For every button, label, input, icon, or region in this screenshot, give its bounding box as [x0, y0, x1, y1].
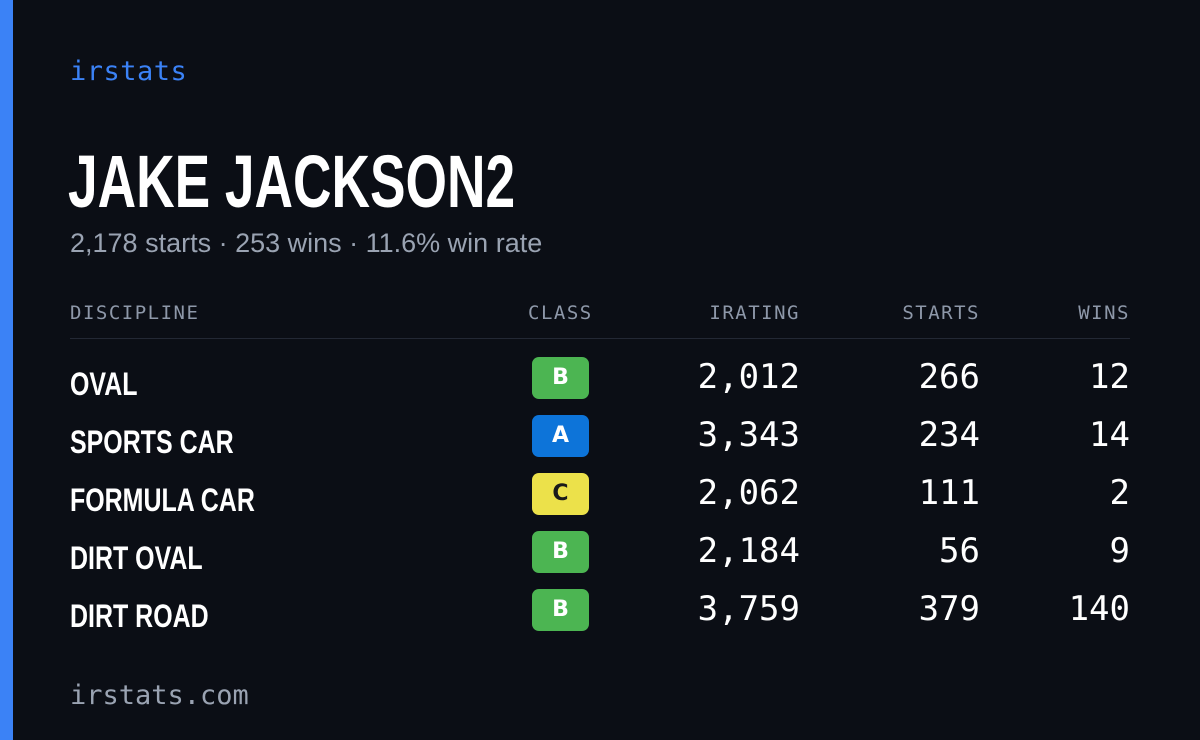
class-badge: B [532, 531, 589, 573]
brand-logo: irstats [70, 56, 188, 87]
irating-value: 3,759 [697, 589, 800, 629]
table-row: SPORTS CAR A 3,343 234 14 [70, 412, 1130, 470]
discipline-name: FORMULA CAR [70, 482, 255, 518]
table-row: DIRT OVAL B 2,184 56 9 [70, 528, 1130, 586]
irating-value: 2,062 [697, 473, 800, 513]
header-irating: IRATING [709, 302, 800, 324]
table-header: DISCIPLINE CLASS IRATING STARTS WINS [70, 300, 1130, 339]
irating-value: 3,343 [697, 415, 800, 455]
header-discipline: DISCIPLINE [70, 302, 200, 324]
starts-value: 56 [939, 531, 980, 571]
starts-value: 111 [918, 473, 980, 513]
discipline-name: DIRT OVAL [70, 540, 203, 576]
class-badge: C [532, 473, 589, 515]
discipline-name: SPORTS CAR [70, 424, 234, 460]
irating-value: 2,184 [697, 531, 800, 571]
header-wins: WINS [1078, 302, 1130, 324]
table-row: OVAL B 2,012 266 12 [70, 354, 1130, 412]
discipline-name: OVAL [70, 366, 138, 402]
discipline-name: DIRT ROAD [70, 598, 209, 634]
driver-summary: 2,178 starts · 253 wins · 11.6% win rate [70, 228, 543, 258]
wins-value: 140 [1068, 589, 1130, 629]
starts-value: 234 [918, 415, 980, 455]
wins-value: 2 [1109, 473, 1130, 513]
table-body: OVAL B 2,012 266 12 SPORTS CAR A 3,343 2… [70, 354, 1130, 644]
irating-value: 2,012 [697, 357, 800, 397]
header-class: CLASS [528, 302, 593, 324]
driver-name: JAKE JACKSON2 [68, 140, 516, 223]
wins-value: 12 [1089, 357, 1130, 397]
wins-value: 9 [1109, 531, 1130, 571]
starts-value: 266 [918, 357, 980, 397]
table-row: FORMULA CAR C 2,062 111 2 [70, 470, 1130, 528]
stats-table: DISCIPLINE CLASS IRATING STARTS WINS OVA… [70, 300, 1130, 644]
table-row: DIRT ROAD B 3,759 379 140 [70, 586, 1130, 644]
footer-url[interactable]: irstats.com [70, 680, 249, 711]
class-badge: B [532, 589, 589, 631]
class-badge: A [532, 415, 589, 457]
wins-value: 14 [1089, 415, 1130, 455]
accent-bar [0, 0, 13, 740]
header-starts: STARTS [902, 302, 980, 324]
starts-value: 379 [918, 589, 980, 629]
class-badge: B [532, 357, 589, 399]
